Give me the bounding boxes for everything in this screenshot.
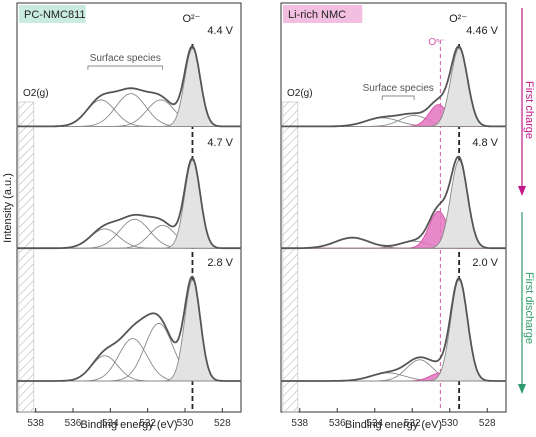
x-tick-label: 538: [27, 418, 44, 429]
spectrum-envelope: [281, 45, 506, 128]
discharge-arrow-label: First discharge: [523, 272, 535, 344]
x-tick-label: 536: [65, 418, 82, 429]
o2-component-peak: [280, 159, 507, 249]
on-peak-label: Oⁿ⁻: [428, 37, 445, 48]
plot-frame: [280, 2, 507, 413]
o2-component-peak: [280, 279, 507, 382]
x-axis-label: Binding energy (eV): [345, 419, 442, 431]
panel-2: 4.8 V: [280, 137, 507, 250]
chart-2: Li-rich NMC 538 536 534 532 530 528 Binding ene…: [280, 2, 507, 431]
spectrum-envelope: [17, 275, 241, 382]
x-tick-label: 536: [329, 418, 346, 429]
o2-peak-label: O²⁻: [182, 13, 200, 25]
voltage-label: 2.0 V: [472, 257, 498, 269]
x-tick-label: 528: [214, 418, 231, 429]
x-tick-label: 538: [291, 418, 308, 429]
spectrum-envelope: [17, 157, 241, 250]
process-arrows: First charge First discharge: [518, 8, 535, 394]
o2-peak-label: O²⁻: [449, 13, 467, 25]
discharge-arrow-head: [518, 384, 526, 394]
surface-species-bracket: [381, 95, 415, 100]
sample-badge: [19, 5, 86, 23]
x-tick-label: 534: [366, 418, 383, 429]
x-tick-label: 534: [102, 418, 119, 429]
panel-3: 2.0 V: [280, 257, 507, 382]
charge-arrow-head: [518, 186, 526, 196]
x-tick-label: 528: [479, 418, 496, 429]
x-tick-label: 530: [177, 418, 194, 429]
spectrum-envelope: [281, 277, 506, 382]
voltage-label: 4.8 V: [472, 137, 498, 149]
panel-1: 4.46 V: [280, 25, 507, 128]
surface-species-label: Surface species: [363, 83, 434, 94]
voltage-label: 4.7 V: [207, 137, 233, 149]
x-axis-label: Binding energy (eV): [80, 419, 177, 431]
sample-badge-label: Li-rich NMC: [288, 9, 346, 21]
voltage-label: 4.46 V: [466, 25, 498, 37]
o2g-label: O2(g): [23, 88, 49, 99]
panel-2: 4.7 V: [16, 137, 242, 250]
voltage-label: 4.4 V: [207, 25, 233, 37]
charge-arrow-label: First charge: [523, 81, 535, 139]
x-tick-label: 532: [139, 418, 156, 429]
o2g-hatched-region: [282, 101, 299, 413]
sample-badge-label: PC-NMC811: [24, 9, 86, 21]
panel-1: 4.4 V: [16, 25, 242, 128]
y-axis-label: Intensity (a.u.): [2, 173, 14, 243]
surface-species-bracket: [87, 65, 164, 70]
o2g-hatched-region: [18, 101, 35, 413]
plot-frame: [16, 2, 242, 413]
chart-1: PC-NMC811 538 536 534 532 530 528 Binding energ…: [16, 2, 242, 431]
panel-3: 2.8 V: [16, 257, 242, 382]
spectrum-envelope: [281, 155, 506, 250]
o2g-label: O2(g): [287, 88, 313, 99]
x-tick-label: 532: [404, 418, 421, 429]
x-tick-label: 530: [441, 418, 458, 429]
sample-badge: [283, 5, 363, 23]
surface-species-label: Surface species: [90, 53, 161, 64]
voltage-label: 2.8 V: [207, 257, 233, 269]
spectrum-envelope: [17, 45, 241, 128]
